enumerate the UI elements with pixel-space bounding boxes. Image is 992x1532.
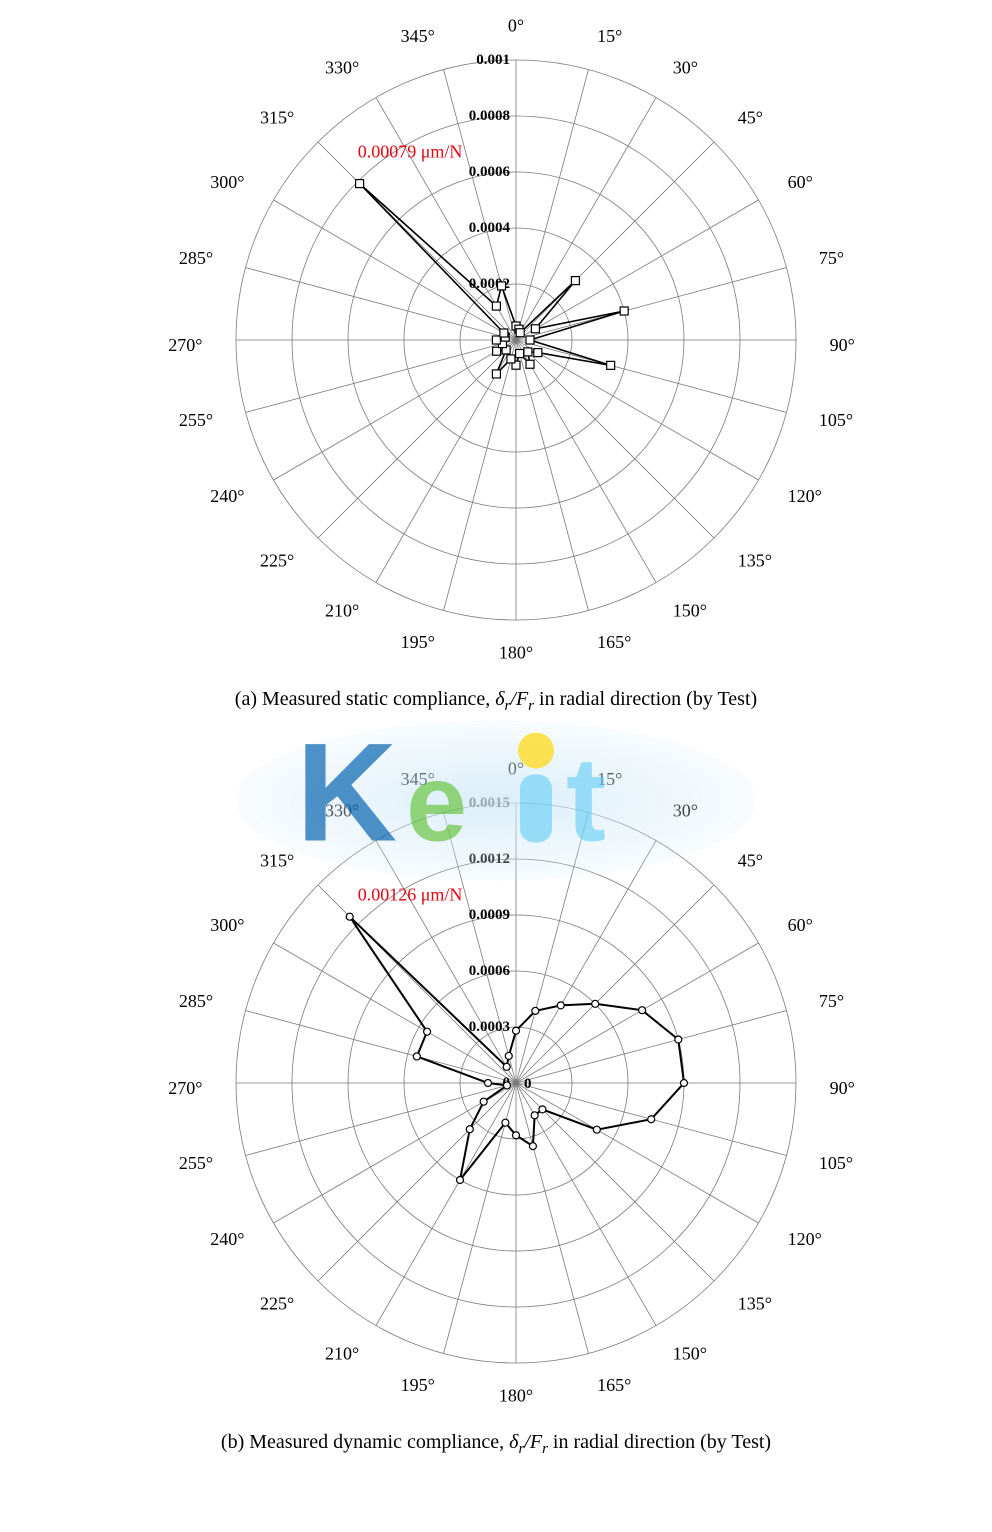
caption-a-prefix: (a) Measured static compliance,	[235, 688, 495, 710]
caption-a: (a) Measured static compliance, δr/Fr in…	[0, 688, 992, 715]
svg-text:300°: 300°	[210, 915, 244, 935]
svg-text:0.00126 μm/N: 0.00126 μm/N	[358, 885, 463, 905]
svg-text:0°: 0°	[508, 758, 524, 778]
svg-text:225°: 225°	[260, 1294, 294, 1314]
svg-text:180°: 180°	[499, 643, 533, 663]
sym-b-num-sub: r	[518, 1441, 524, 1457]
svg-text:0: 0	[524, 1076, 532, 1092]
svg-text:255°: 255°	[179, 410, 213, 430]
svg-text:195°: 195°	[401, 1375, 435, 1395]
caption-b-suffix: in radial direction (by Test)	[548, 1431, 771, 1453]
caption-a-suffix: in radial direction (by Test)	[534, 688, 757, 710]
svg-text:240°: 240°	[210, 486, 244, 506]
svg-text:0.0015: 0.0015	[469, 795, 510, 811]
sym-a-num: δ	[495, 688, 504, 710]
sym-b-den: F	[530, 1431, 542, 1453]
svg-text:210°: 210°	[325, 601, 359, 621]
svg-text:0.00079 μm/N: 0.00079 μm/N	[358, 142, 463, 162]
svg-text:105°: 105°	[819, 410, 853, 430]
svg-text:75°: 75°	[819, 991, 844, 1011]
caption-b: (b) Measured dynamic compliance, δr/Fr i…	[0, 1431, 992, 1458]
caption-b-symbol: δr/Fr	[509, 1431, 548, 1453]
svg-text:0.0012: 0.0012	[469, 851, 510, 867]
svg-text:330°: 330°	[325, 800, 359, 820]
svg-text:0.0006: 0.0006	[469, 164, 511, 180]
svg-text:315°: 315°	[260, 107, 294, 127]
svg-text:165°: 165°	[597, 632, 631, 652]
svg-text:30°: 30°	[673, 57, 698, 77]
svg-text:150°: 150°	[673, 1344, 707, 1364]
sym-a-num-sub: r	[505, 698, 511, 714]
svg-text:285°: 285°	[179, 248, 213, 268]
svg-text:30°: 30°	[673, 800, 698, 820]
svg-text:90°: 90°	[830, 335, 855, 355]
svg-text:180°: 180°	[499, 1386, 533, 1406]
svg-text:60°: 60°	[788, 915, 813, 935]
svg-text:0.0004: 0.0004	[469, 220, 511, 236]
svg-text:270°: 270°	[168, 1078, 202, 1098]
chart-b-wrap: K e t 00.00030.00060.00090.00120.001500°…	[0, 743, 992, 1423]
svg-text:0.001: 0.001	[476, 52, 510, 68]
caption-b-prefix: (b) Measured dynamic compliance,	[221, 1431, 509, 1453]
svg-text:90°: 90°	[830, 1078, 855, 1098]
svg-text:150°: 150°	[673, 601, 707, 621]
svg-text:165°: 165°	[597, 1375, 631, 1395]
svg-text:225°: 225°	[260, 551, 294, 571]
svg-text:105°: 105°	[819, 1153, 853, 1173]
chart-a-wrap: 0.00020.00040.00060.00080.0010°15°30°45°…	[0, 0, 992, 680]
svg-text:15°: 15°	[597, 26, 622, 46]
svg-text:60°: 60°	[788, 172, 813, 192]
svg-text:240°: 240°	[210, 1229, 244, 1249]
svg-text:75°: 75°	[819, 248, 844, 268]
svg-text:270°: 270°	[168, 335, 202, 355]
figure-container: 0.00020.00040.00060.00080.0010°15°30°45°…	[0, 0, 992, 1458]
svg-text:135°: 135°	[738, 1294, 772, 1314]
svg-text:330°: 330°	[325, 57, 359, 77]
svg-text:0°: 0°	[508, 15, 524, 35]
svg-text:15°: 15°	[597, 769, 622, 789]
polar-chart-a: 0.00020.00040.00060.00080.0010°15°30°45°…	[0, 0, 992, 680]
svg-text:0.0008: 0.0008	[469, 108, 510, 124]
svg-text:345°: 345°	[401, 26, 435, 46]
svg-text:285°: 285°	[179, 991, 213, 1011]
svg-text:135°: 135°	[738, 551, 772, 571]
svg-text:0.0003: 0.0003	[469, 1019, 510, 1035]
caption-a-symbol: δr/Fr	[495, 688, 534, 710]
svg-text:195°: 195°	[401, 632, 435, 652]
svg-text:210°: 210°	[325, 1344, 359, 1364]
sym-a-den: F	[516, 688, 528, 710]
svg-text:300°: 300°	[210, 172, 244, 192]
polar-chart-b: 00.00030.00060.00090.00120.001500°15°30°…	[0, 743, 992, 1423]
svg-text:345°: 345°	[401, 769, 435, 789]
svg-text:315°: 315°	[260, 850, 294, 870]
svg-text:45°: 45°	[738, 850, 763, 870]
svg-text:255°: 255°	[179, 1153, 213, 1173]
svg-text:0.0009: 0.0009	[469, 907, 510, 923]
svg-text:120°: 120°	[788, 1229, 822, 1249]
svg-text:120°: 120°	[788, 486, 822, 506]
svg-text:0.0006: 0.0006	[469, 963, 511, 979]
svg-text:45°: 45°	[738, 107, 763, 127]
